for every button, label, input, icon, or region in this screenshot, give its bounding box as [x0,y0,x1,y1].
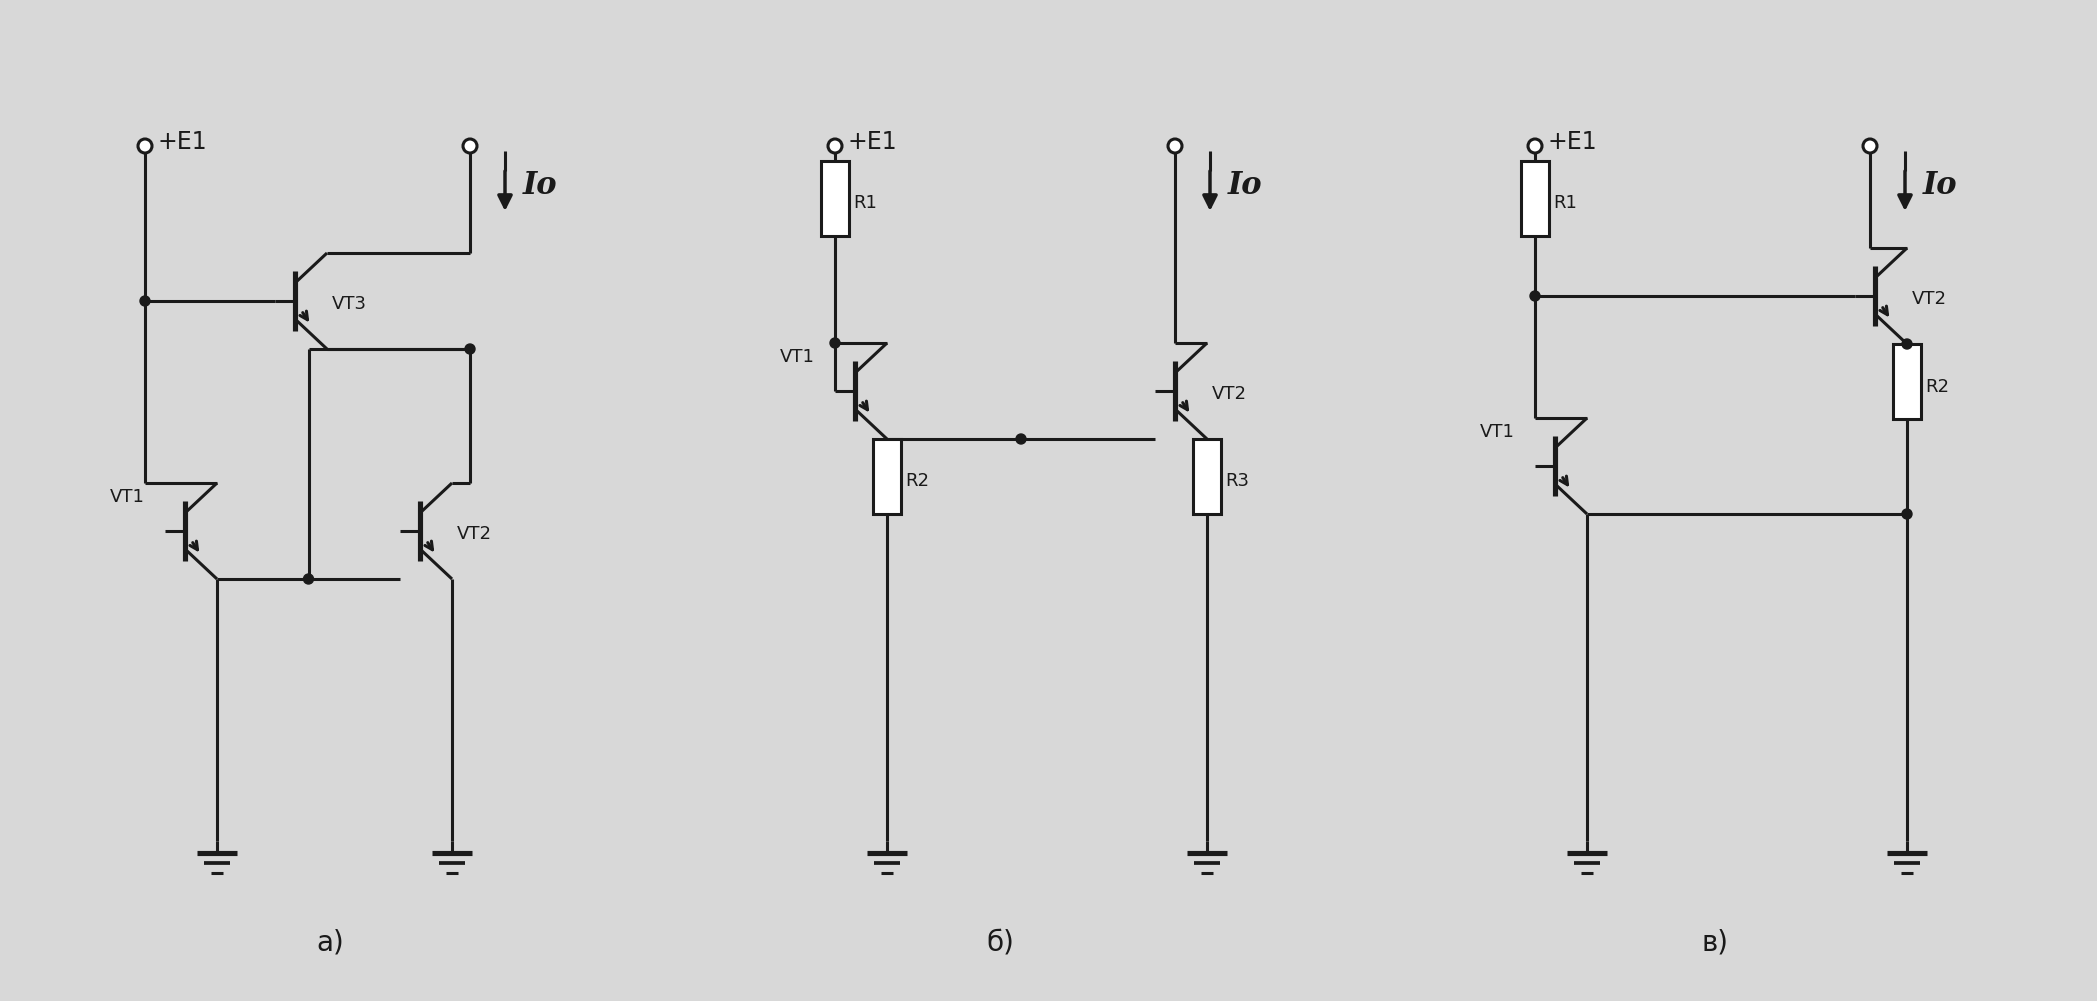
Text: VT1: VT1 [109,488,145,506]
Circle shape [1168,139,1183,153]
Circle shape [138,139,151,153]
Text: Io: Io [522,170,558,201]
Circle shape [830,338,841,348]
Text: +E1: +E1 [1548,130,1596,154]
Circle shape [304,574,312,584]
Circle shape [1529,139,1541,153]
Text: R2: R2 [906,472,929,490]
Text: R1: R1 [1554,194,1577,212]
Text: VT2: VT2 [1912,290,1946,308]
Bar [822,161,849,236]
Circle shape [1017,434,1025,444]
Text: VT2: VT2 [457,525,493,543]
Bar [1193,439,1220,514]
Text: R3: R3 [1225,472,1250,490]
Circle shape [1902,339,1912,349]
Bar [1894,344,1921,419]
Circle shape [1862,139,1877,153]
Text: +E1: +E1 [157,130,208,154]
Text: VT1: VT1 [1480,423,1514,441]
Text: Io: Io [1229,170,1262,201]
Text: VT2: VT2 [1212,385,1248,403]
Circle shape [140,296,151,306]
Circle shape [1902,509,1912,519]
Circle shape [466,344,476,354]
Circle shape [463,139,476,153]
Bar [1520,161,1550,236]
Text: б): б) [986,928,1015,956]
Circle shape [828,139,843,153]
Text: Io: Io [1923,170,1959,201]
Text: +E1: +E1 [847,130,898,154]
Text: VT3: VT3 [331,295,367,313]
Text: в): в) [1701,928,1728,956]
Circle shape [1531,291,1539,301]
Text: а): а) [317,928,344,956]
Bar [872,439,902,514]
Text: R2: R2 [1925,377,1948,395]
Text: VT1: VT1 [780,348,816,366]
Text: R1: R1 [853,194,877,212]
